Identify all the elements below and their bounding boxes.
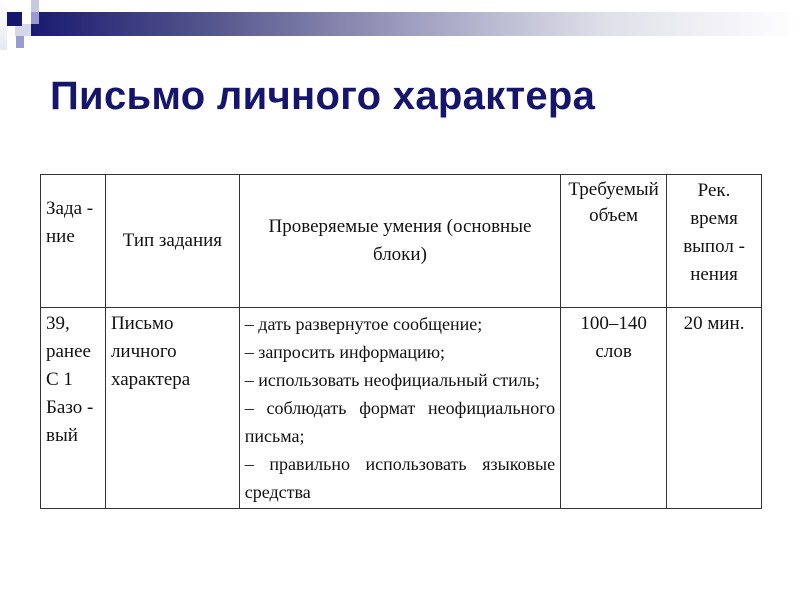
cell-type: Письмо личного характера (104, 307, 240, 509)
table-row: 39, ранее С 1 Базо - вый Письмо личного … (40, 307, 762, 509)
decor-square (16, 36, 24, 48)
header-gradient-bar (31, 12, 800, 36)
decor-square (31, 12, 39, 24)
cell-line: С 1 (46, 369, 73, 390)
cell-time: 20 мин. (666, 307, 762, 509)
skill-item: – использовать неофициальный стиль; (244, 370, 540, 390)
header-task: Зада - ние (40, 174, 106, 308)
cell-line: слов (595, 341, 632, 362)
decor-square (7, 12, 22, 26)
decor-square (15, 24, 31, 36)
header-time: Рек. время выпол - нения (666, 174, 762, 308)
skill-item: – дать развернутое сообщение; (244, 314, 483, 334)
header-type: Тип задания (104, 174, 240, 308)
cell-line: 100–140 (580, 313, 647, 334)
cell-volume: 100–140 слов (560, 307, 668, 509)
cell-line: личного (110, 341, 177, 362)
task-table: Зада - ние Тип задания Проверяемые умени… (40, 174, 762, 509)
skill-item: – запросить информацию; (244, 342, 446, 362)
skill-item: – правильно использовать языковые средст… (244, 454, 556, 502)
slide-title: Письмо личного характера (50, 74, 596, 118)
cell-line: ранее (46, 341, 91, 362)
header-skills: Проверяемые умения (основные блоки) (238, 174, 562, 308)
cell-line: 39, (46, 313, 70, 334)
cell-skills: – дать развернутое сообщение; – запросит… (238, 307, 562, 509)
cell-line: Письмо (110, 313, 174, 334)
cell-line: характера (110, 369, 191, 390)
cell-task: 39, ранее С 1 Базо - вый (40, 307, 106, 509)
skill-item: – соблюдать формат неофициального письма… (244, 398, 556, 446)
table-header-row: Зада - ние Тип задания Проверяемые умени… (40, 174, 762, 308)
cell-line: Базо - (46, 397, 94, 418)
cell-line: вый (46, 425, 78, 446)
header-volume: Требуемый объем (560, 174, 668, 308)
decor-strip (0, 0, 7, 50)
